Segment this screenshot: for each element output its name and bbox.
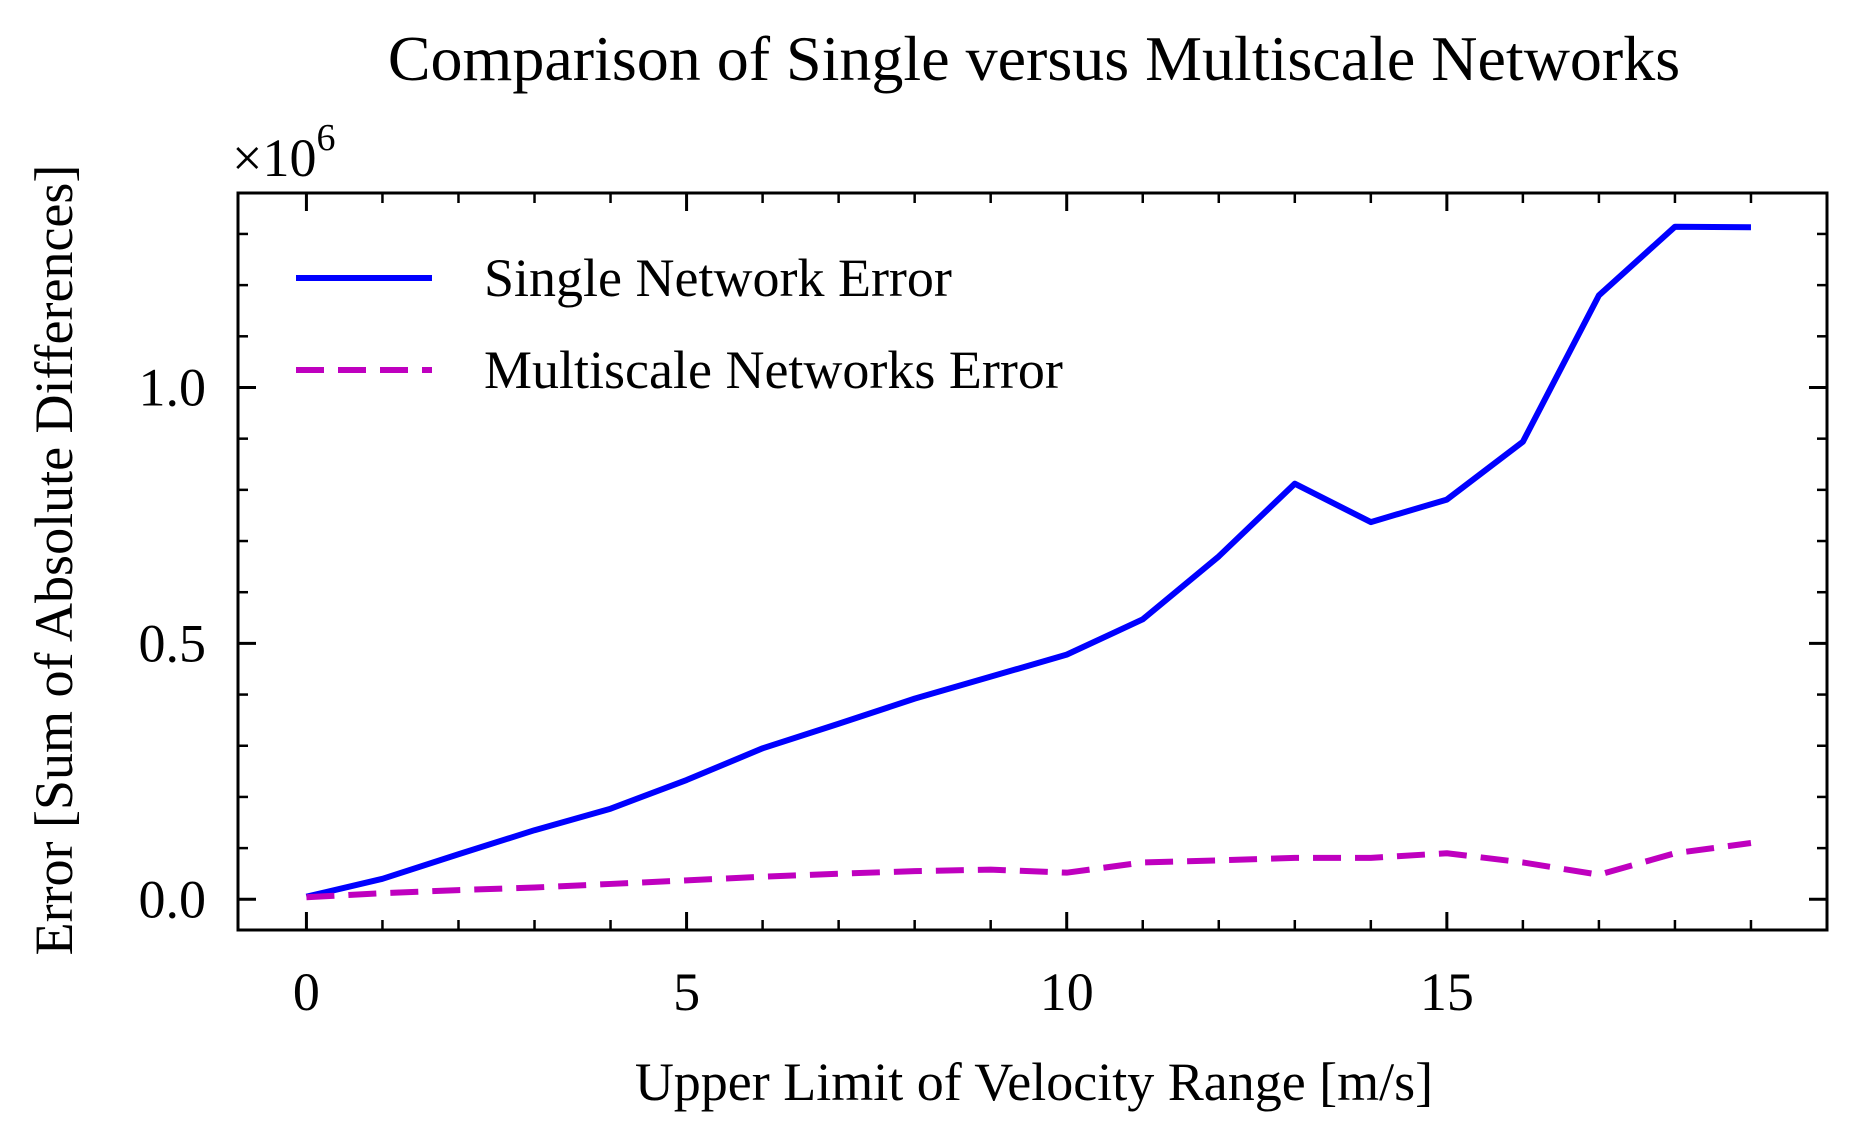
plot-frame [236,191,1829,932]
series-line-2 [306,840,1752,901]
x-axis-label: Upper Limit of Velocity Range [m/s] [635,1052,1433,1112]
y-tick-label: 1.0 [139,357,207,417]
legend-label-1: Single Network Error [484,248,952,308]
x-tick-label: 0 [293,962,320,1022]
series-line-1 [305,223,1751,900]
x-tick-label: 15 [1420,962,1474,1022]
y-scale-base: ×10 [232,128,316,188]
y-axis-label: Error [Sum of Absolute Differences] [24,165,84,956]
y-scale-exponent: 6 [316,117,335,159]
y-scale-label: ×106 [232,117,335,188]
x-tick-label: 10 [1040,962,1094,1022]
legend: Single Network Error Multiscale Networks … [296,248,1063,400]
plot-layer: 0 5 10 15 0.0 0.5 1.0 Single Network Error Multi… [139,191,1829,1022]
y-tick-label: 0.0 [139,869,207,929]
chart-title: Comparison of Single versus Multiscale N… [388,23,1680,94]
x-tick-label: 5 [673,962,700,1022]
y-tick-label: 0.5 [139,613,207,673]
legend-label-2: Multiscale Networks Error [484,340,1063,400]
